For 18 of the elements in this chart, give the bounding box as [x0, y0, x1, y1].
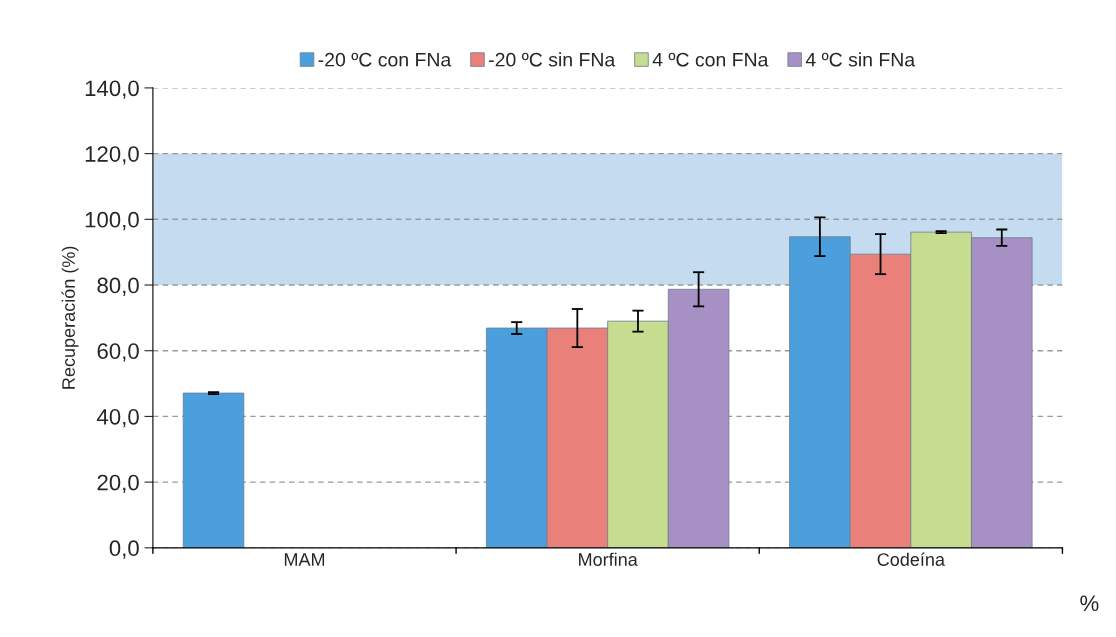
text: %: [1080, 595, 1099, 612]
bar: [182, 392, 245, 548]
y-tick-label: 140,0: [85, 80, 139, 99]
legend-label: 4 ºC sin FNa: [805, 52, 916, 67]
x-tick-label: Morfina: [579, 552, 638, 566]
y-tick-label: 40,0: [96, 408, 139, 428]
x-tick-label: MAM: [284, 553, 325, 566]
y-tick-label: 120,0: [85, 146, 139, 165]
y-tick-label: 20,0: [97, 474, 139, 494]
y-axis-title: Recuperación (%): [61, 246, 79, 389]
legend-label: -20 ºC sin FNa: [489, 52, 616, 67]
y-tick-label: 0,0: [109, 540, 139, 559]
y-tick-label: 60,0: [97, 343, 139, 362]
legend-label: 4 ºC con FNa: [652, 52, 769, 67]
legend-label: -20 ºC con FNa: [318, 52, 452, 67]
x-tick-label: Codeína: [877, 552, 945, 566]
y-tick-label: 100,0: [85, 211, 139, 231]
y-tick-label: 80,0: [97, 277, 139, 296]
